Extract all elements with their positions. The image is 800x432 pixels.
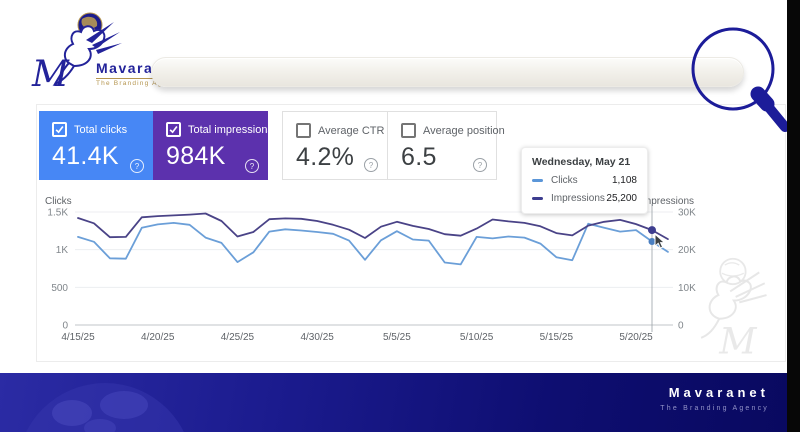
svg-text:4/15/25: 4/15/25 bbox=[61, 332, 95, 343]
tooltip-value: 25,200 bbox=[606, 193, 637, 204]
svg-text:30K: 30K bbox=[678, 208, 696, 219]
svg-text:4/30/25: 4/30/25 bbox=[300, 332, 334, 343]
checkbox-unchecked-icon[interactable] bbox=[401, 123, 416, 138]
card-label: Total clicks bbox=[74, 123, 128, 136]
card-average-ctr[interactable]: Average CTR 4.2% ? bbox=[282, 111, 388, 180]
footer-globe-icon bbox=[26, 383, 184, 432]
card-total-impressions[interactable]: Total impressions 984K ? bbox=[153, 111, 273, 180]
brand-tagline: The Branding Agency bbox=[96, 78, 191, 87]
card-value: 6.5 bbox=[401, 143, 437, 171]
help-icon[interactable]: ? bbox=[473, 158, 487, 172]
svg-text:4/20/25: 4/20/25 bbox=[141, 332, 175, 343]
help-icon[interactable]: ? bbox=[364, 158, 378, 172]
card-value: 41.4K bbox=[52, 142, 119, 170]
svg-text:500: 500 bbox=[51, 283, 68, 294]
svg-text:M: M bbox=[31, 54, 70, 94]
svg-text:5/10/25: 5/10/25 bbox=[460, 332, 494, 343]
card-value: 4.2% bbox=[296, 143, 355, 171]
svg-text:20K: 20K bbox=[678, 245, 696, 256]
card-average-position[interactable]: Average position 6.5 ? bbox=[388, 111, 505, 180]
checkbox-checked-icon[interactable] bbox=[166, 122, 181, 137]
tooltip-row-clicks: Clicks 1,108 bbox=[532, 175, 637, 186]
tooltip-row-impressions: Impressions 25,200 bbox=[532, 193, 637, 204]
right-edge-strip bbox=[787, 0, 800, 432]
svg-text:Clicks: Clicks bbox=[45, 196, 72, 207]
footer-band: Mavaranet The Branding Agency bbox=[0, 373, 787, 432]
card-label: Total impressions bbox=[188, 123, 273, 136]
tooltip-value: 1,108 bbox=[611, 175, 637, 186]
card-label: Average CTR bbox=[318, 124, 385, 137]
footer-brand-name: Mavaranet bbox=[668, 385, 769, 400]
svg-text:0: 0 bbox=[678, 321, 684, 332]
checkbox-unchecked-icon[interactable] bbox=[296, 123, 311, 138]
watermark-dove-icon: M bbox=[700, 257, 767, 362]
svg-text:0: 0 bbox=[62, 321, 68, 332]
tooltip-label: Clicks bbox=[551, 175, 578, 186]
brand-dove-globe-icon: M bbox=[31, 12, 122, 94]
svg-text:1.5K: 1.5K bbox=[47, 208, 68, 219]
svg-text:1K: 1K bbox=[56, 245, 69, 256]
help-icon[interactable]: ? bbox=[245, 159, 259, 173]
banner-search-bar bbox=[151, 57, 744, 87]
svg-text:5/15/25: 5/15/25 bbox=[540, 332, 574, 343]
magnifier-icon bbox=[691, 27, 790, 132]
svg-text:Impressions: Impressions bbox=[640, 196, 694, 207]
footer-brand-tagline: The Branding Agency bbox=[660, 405, 769, 412]
svg-text:M: M bbox=[718, 319, 757, 362]
card-value: 984K bbox=[166, 142, 226, 170]
card-total-clicks[interactable]: Total clicks 41.4K ? bbox=[39, 111, 153, 180]
impressions-series-swatch bbox=[532, 197, 543, 200]
tooltip-label: Impressions bbox=[551, 193, 605, 204]
clicks-series-swatch bbox=[532, 179, 543, 182]
svg-text:4/25/25: 4/25/25 bbox=[221, 332, 255, 343]
svg-text:5/20/25: 5/20/25 bbox=[619, 332, 653, 343]
svg-text:5/5/25: 5/5/25 bbox=[383, 332, 411, 343]
performance-chart-svg[interactable]: 0 0 500 10K 1K 20K 1.5K 30K Clicks Impressions 4/1… bbox=[0, 190, 760, 360]
checkbox-checked-icon[interactable] bbox=[52, 122, 67, 137]
tooltip-date: Wednesday, May 21 bbox=[532, 156, 631, 168]
svg-text:10K: 10K bbox=[678, 283, 696, 294]
card-label: Average position bbox=[423, 124, 505, 137]
performance-chart[interactable]: 0 0 500 10K 1K 20K 1.5K 30K Clicks Impressions 4/1… bbox=[0, 190, 760, 360]
help-icon[interactable]: ? bbox=[130, 159, 144, 173]
chart-tooltip: Wednesday, May 21 Clicks 1,108 Impressio… bbox=[521, 147, 648, 214]
summary-cards-row: Total clicks 41.4K ? Total impressions 9… bbox=[39, 111, 505, 180]
